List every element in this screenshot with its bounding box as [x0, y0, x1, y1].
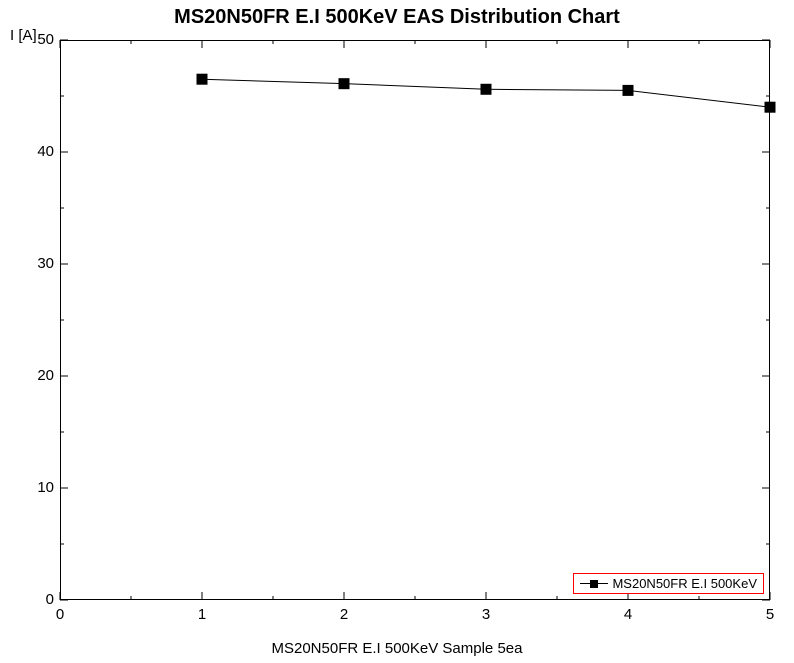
y-tick-label: 30: [24, 255, 54, 272]
chart-title: MS20N50FR E.I 500KeV EAS Distribution Ch…: [0, 6, 794, 29]
data-marker: [623, 85, 634, 96]
x-tick-label: 2: [329, 606, 359, 623]
x-tick-label: 1: [187, 606, 217, 623]
data-marker: [765, 102, 776, 113]
data-marker: [197, 74, 208, 85]
x-axis-label: MS20N50FR E.I 500KeV Sample 5ea: [0, 640, 794, 657]
x-tick-label: 4: [613, 606, 643, 623]
legend-marker-icon: [590, 580, 598, 588]
data-marker: [339, 78, 350, 89]
y-tick-label: 10: [24, 479, 54, 496]
legend-line-icon: [598, 583, 608, 584]
legend-glyph: [580, 580, 608, 588]
y-tick-label: 40: [24, 143, 54, 160]
legend-label: MS20N50FR E.I 500KeV: [612, 576, 757, 591]
y-tick-label: 20: [24, 367, 54, 384]
plot-area: MS20N50FR E.I 500KeV: [60, 40, 770, 600]
data-marker: [481, 84, 492, 95]
plot-svg: [60, 40, 770, 600]
x-tick-label: 0: [45, 606, 75, 623]
chart-container: MS20N50FR E.I 500KeV EAS Distribution Ch…: [0, 0, 794, 663]
legend: MS20N50FR E.I 500KeV: [573, 573, 764, 594]
y-tick-label: 50: [24, 31, 54, 48]
x-tick-label: 5: [755, 606, 785, 623]
legend-line-icon: [580, 583, 590, 584]
x-tick-label: 3: [471, 606, 501, 623]
